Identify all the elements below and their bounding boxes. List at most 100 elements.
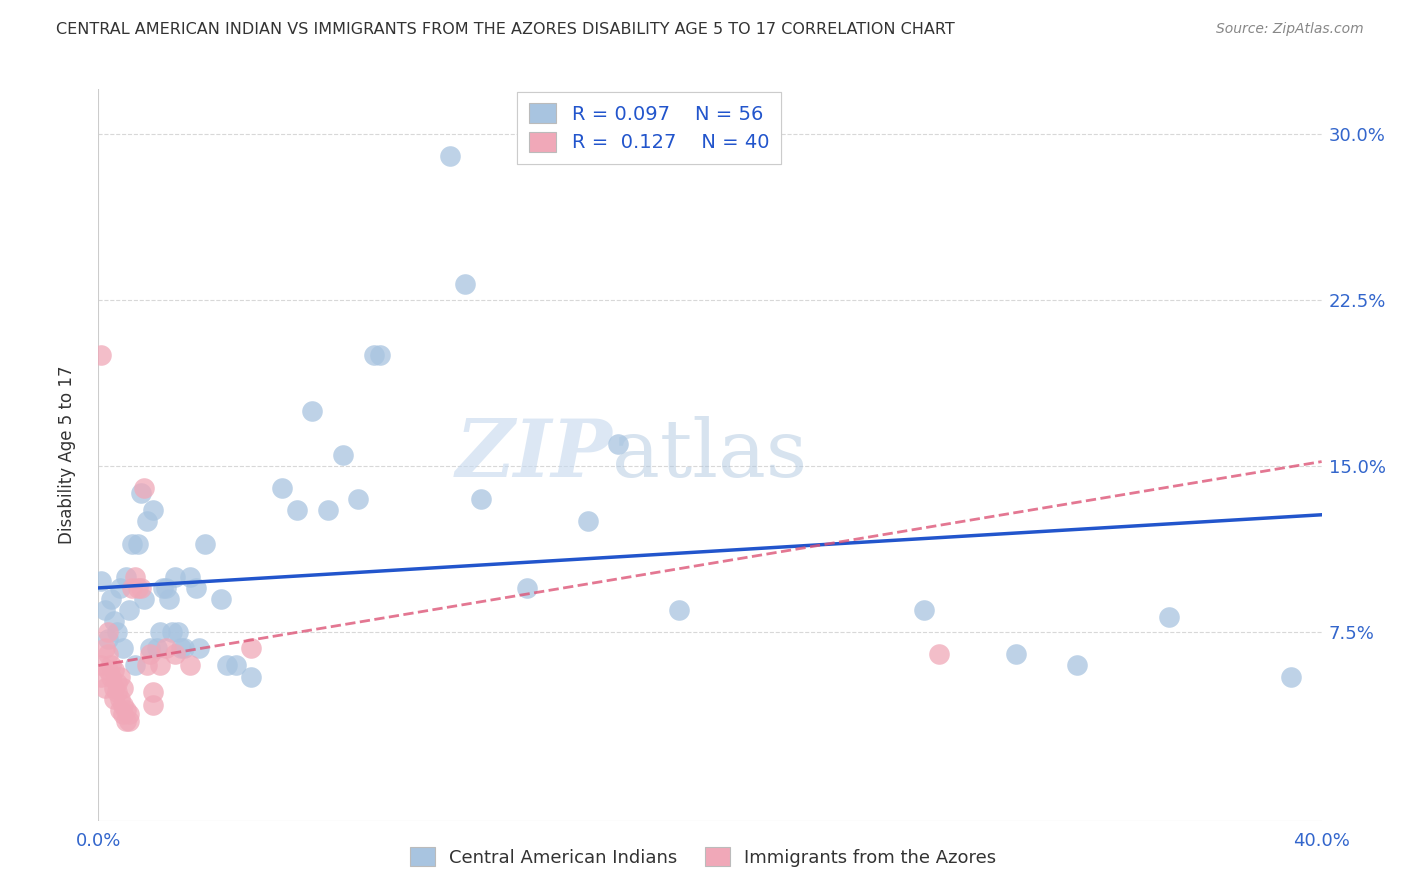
Point	[115, 714, 138, 728]
Point	[1279, 669, 1302, 683]
Point	[194, 536, 217, 550]
Point	[90, 669, 112, 683]
Point	[142, 698, 165, 713]
Point	[105, 685, 128, 699]
Point	[134, 592, 156, 607]
Point	[363, 348, 385, 362]
Point	[103, 681, 125, 695]
Point	[111, 681, 134, 695]
Point	[90, 574, 112, 589]
Point	[100, 669, 122, 683]
Point	[108, 691, 131, 706]
Point	[100, 658, 122, 673]
Point	[118, 707, 141, 722]
Point	[928, 648, 950, 662]
Point	[149, 625, 172, 640]
Point	[127, 536, 149, 550]
Point	[163, 648, 186, 662]
Point	[121, 581, 143, 595]
Text: CENTRAL AMERICAN INDIAN VS IMMIGRANTS FROM THE AZORES DISABILITY AGE 5 TO 17 COR: CENTRAL AMERICAN INDIAN VS IMMIGRANTS FR…	[56, 22, 955, 37]
Point	[167, 625, 190, 640]
Point	[108, 669, 131, 683]
Point	[215, 658, 238, 673]
Y-axis label: Disability Age 5 to 17: Disability Age 5 to 17	[58, 366, 76, 544]
Point	[118, 714, 141, 728]
Point	[121, 536, 143, 550]
Point	[1004, 648, 1026, 662]
Point	[142, 685, 165, 699]
Point	[136, 515, 159, 529]
Point	[155, 581, 177, 595]
Point	[240, 669, 263, 683]
Point	[157, 592, 180, 607]
Point	[97, 632, 120, 646]
Point	[160, 625, 183, 640]
Point	[516, 581, 538, 595]
Point	[108, 581, 131, 595]
Point	[240, 640, 263, 655]
Point	[439, 149, 461, 163]
Point	[270, 481, 292, 495]
Point	[170, 640, 193, 655]
Point	[103, 691, 125, 706]
Point	[105, 676, 128, 690]
Point	[316, 503, 339, 517]
Point	[103, 614, 125, 628]
Point	[301, 403, 323, 417]
Point	[97, 625, 120, 640]
Point	[90, 348, 112, 362]
Point	[607, 437, 630, 451]
Point	[97, 648, 120, 662]
Point	[152, 581, 174, 595]
Point	[142, 503, 165, 517]
Text: atlas: atlas	[612, 416, 807, 494]
Text: ZIP: ZIP	[456, 417, 612, 493]
Point	[225, 658, 247, 673]
Point	[163, 570, 186, 584]
Point	[105, 625, 128, 640]
Point	[108, 703, 131, 717]
Point	[97, 663, 120, 677]
Point	[111, 698, 134, 713]
Point	[576, 515, 599, 529]
Point	[149, 658, 172, 673]
Point	[1066, 658, 1088, 673]
Point	[454, 277, 477, 292]
Point	[912, 603, 935, 617]
Point	[285, 503, 308, 517]
Legend: R = 0.097    N = 56, R =  0.127    N = 40: R = 0.097 N = 56, R = 0.127 N = 40	[517, 92, 780, 164]
Point	[124, 570, 146, 584]
Point	[127, 581, 149, 595]
Point	[209, 592, 232, 607]
Point	[115, 570, 138, 584]
Point	[103, 663, 125, 677]
Point	[332, 448, 354, 462]
Point	[173, 640, 195, 655]
Point	[668, 603, 690, 617]
Point	[118, 603, 141, 617]
Point	[139, 640, 162, 655]
Point	[145, 640, 167, 655]
Point	[100, 592, 122, 607]
Point	[111, 640, 134, 655]
Point	[129, 581, 152, 595]
Point	[93, 681, 115, 695]
Point	[134, 481, 156, 495]
Point	[188, 640, 211, 655]
Point	[90, 658, 112, 673]
Point	[129, 485, 152, 500]
Point	[179, 658, 201, 673]
Point	[111, 707, 134, 722]
Point	[115, 703, 138, 717]
Point	[139, 648, 162, 662]
Text: Source: ZipAtlas.com: Source: ZipAtlas.com	[1216, 22, 1364, 37]
Point	[124, 658, 146, 673]
Point	[1157, 609, 1180, 624]
Point	[186, 581, 208, 595]
Point	[470, 492, 492, 507]
Point	[136, 658, 159, 673]
Point	[93, 640, 115, 655]
Point	[155, 640, 177, 655]
Point	[368, 348, 391, 362]
Point	[179, 570, 201, 584]
